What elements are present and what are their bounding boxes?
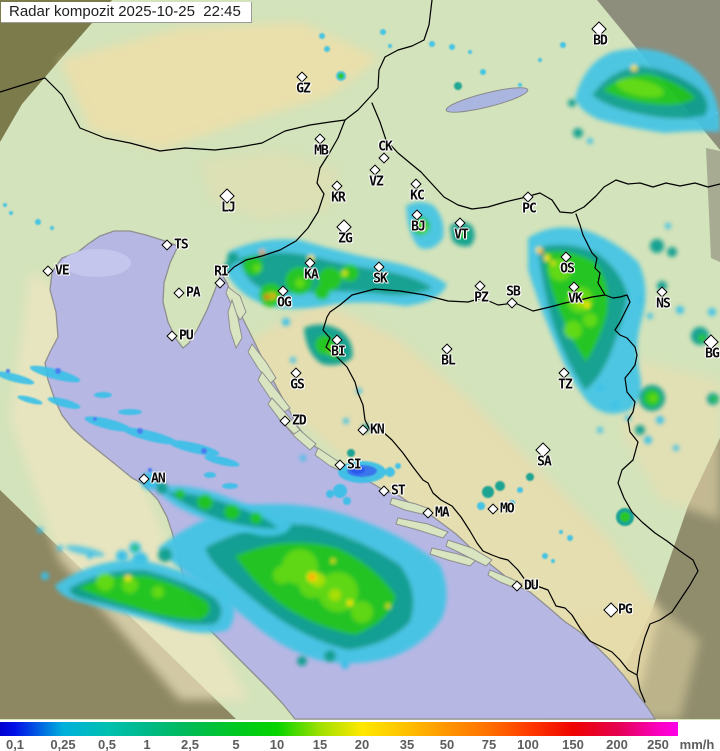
legend-tick-250: 250 (647, 737, 669, 751)
legend-tick-0,5: 0,5 (97, 737, 117, 751)
legend-tick-5: 5 (232, 737, 240, 751)
country-borders (0, 0, 720, 703)
radar-echo-sea-streaks (0, 365, 240, 489)
station-label: NS (656, 296, 671, 312)
station-diamond-icon (166, 330, 178, 342)
station-diamond-icon (511, 580, 523, 592)
station-markers-layer: VE PA PU RI TS LJ GZ MB CK VZ KR KC BJ VT ZG BD PC OS PZ SB… (42, 21, 720, 618)
station-label: PC (522, 201, 537, 217)
station-label: MA (435, 505, 450, 521)
legend: 0,1 0,25 0,5 1 2,5 5 10 15 20 35 50 75 100 150 200 250 … (0, 720, 720, 751)
station-label: OS (560, 261, 575, 277)
station-label: TS (174, 237, 189, 253)
station-label: SA (537, 454, 552, 470)
legend-tick-35: 35 (399, 737, 415, 751)
station-label: KN (370, 422, 385, 438)
radar-echo-slavonia (528, 223, 719, 451)
station-label: SK (373, 271, 388, 287)
legend-tick-0,25: 0,25 (50, 737, 76, 751)
station-label: PG (618, 602, 633, 618)
station-label: GS (290, 377, 305, 393)
station-diamond-icon (422, 507, 434, 519)
station-label: ZG (338, 231, 353, 247)
station-label: SI (347, 457, 362, 473)
radar-map-canvas: VE PA PU RI TS LJ GZ MB CK VZ KR KC BJ VT ZG BD PC OS PZ SB… (0, 0, 720, 720)
radar-echo-italy-coast (37, 472, 292, 634)
station-diamond-icon (357, 424, 369, 436)
station-label: TZ (558, 377, 573, 393)
radar-echo-dalmatia (326, 449, 634, 563)
legend-tick-75: 75 (481, 737, 497, 751)
legend-tick-10: 10 (269, 737, 285, 751)
station-label: LJ (221, 200, 236, 216)
legend-tick-2,5: 2,5 (180, 737, 200, 751)
station-diamond-icon (334, 459, 346, 471)
station-diamond-icon (161, 239, 173, 251)
map-title: Radar kompozit 2025-10-25 22:45 (1, 2, 252, 23)
station-label: ST (391, 483, 406, 499)
legend-tick-100: 100 (517, 737, 539, 751)
station-label: RI (214, 264, 229, 280)
station-label: ZD (292, 413, 307, 429)
station-label: PU (179, 328, 194, 344)
station-label: BD (593, 33, 608, 49)
station-label: SB (506, 284, 521, 300)
legend-tick-20: 20 (354, 737, 370, 751)
station-label: BI (331, 344, 346, 360)
station-label: PA (186, 285, 201, 301)
legend-tick-0,1: 0,1 (5, 737, 25, 751)
map-graphics (0, 0, 720, 720)
station-label: AN (151, 471, 166, 487)
legend-tick-200: 200 (606, 737, 628, 751)
station-label: VK (568, 291, 583, 307)
station-label: BJ (411, 219, 426, 235)
station-label: OG (277, 295, 292, 311)
station-label: VT (454, 227, 469, 243)
station-diamond-icon (279, 415, 291, 427)
station-label: CK (378, 139, 393, 155)
station-label: GZ (296, 81, 311, 97)
station-label: DU (524, 578, 539, 594)
legend-tick-1: 1 (143, 737, 151, 751)
station-label: KR (331, 190, 346, 206)
station-label: MB (314, 143, 329, 159)
station-label: KC (410, 188, 425, 204)
station-label: VE (55, 263, 70, 279)
radar-echo-adriatic-storm (116, 504, 447, 669)
legend-colorbar (0, 722, 678, 736)
station-label: VZ (369, 174, 384, 190)
station-diamond-icon (487, 503, 499, 515)
station-diamond-icon (42, 265, 54, 277)
station-label: MO (500, 501, 515, 517)
legend-unit-label: mm/h (679, 737, 715, 751)
station-label: BL (441, 353, 456, 369)
venice-lagoon (63, 249, 131, 277)
station-diamond-icon (603, 602, 619, 618)
station-diamond-icon (138, 473, 150, 485)
legend-tick-50: 50 (439, 737, 455, 751)
radar-echo-northeast (568, 48, 720, 144)
station-diamond-icon (378, 485, 390, 497)
radar-echo-scattered-north (3, 29, 566, 230)
legend-tick-150: 150 (562, 737, 584, 751)
station-label: BG (705, 346, 720, 362)
station-diamond-icon (173, 287, 185, 299)
station-label: KA (304, 267, 319, 283)
legend-tick-15: 15 (312, 737, 328, 751)
station-label: PZ (474, 290, 489, 306)
